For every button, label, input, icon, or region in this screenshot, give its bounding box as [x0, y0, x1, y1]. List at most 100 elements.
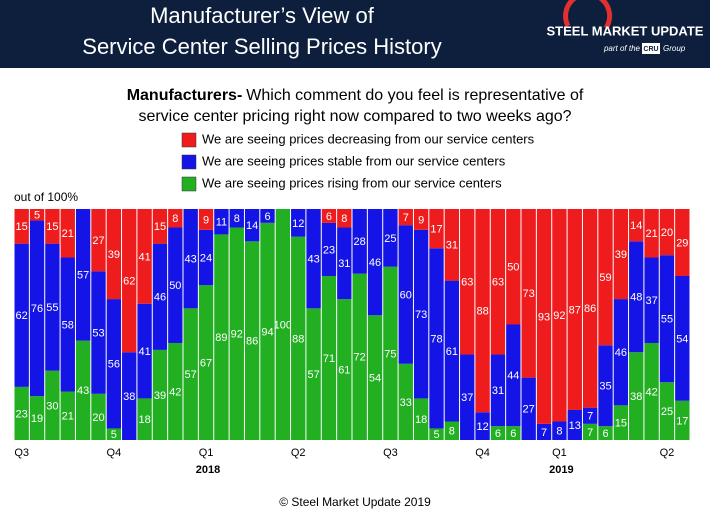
data-label: 25: [384, 233, 396, 245]
bar-segment: [444, 421, 460, 440]
bar-segment: [352, 209, 367, 274]
header-band: [0, 0, 710, 68]
data-label: 58: [62, 319, 74, 331]
data-label: 12: [292, 218, 304, 230]
data-label: 56: [108, 359, 120, 371]
y-note: out of 100%: [14, 190, 78, 204]
x-tick-label: Q2: [291, 447, 306, 459]
bar-segment: [152, 243, 168, 350]
bar-segment: [429, 209, 444, 249]
bar-segment: [306, 308, 321, 440]
data-label: 37: [461, 392, 473, 404]
data-label: 15: [16, 221, 28, 233]
bar-segment: [198, 229, 214, 286]
data-label: 7: [587, 411, 593, 423]
data-label: 7: [541, 427, 547, 439]
bar-segment: [60, 391, 75, 440]
bar-segment: [460, 354, 475, 440]
logo-group: Group: [663, 44, 686, 53]
bar-segment: [152, 209, 168, 244]
x-year-label: 2018: [196, 464, 220, 476]
bar-segment: [275, 209, 291, 440]
data-label: 62: [16, 310, 28, 322]
bar-segment: [14, 386, 29, 440]
data-label: 94: [261, 326, 273, 338]
data-label: 12: [476, 421, 488, 433]
bar-segment: [337, 299, 352, 440]
data-label: 15: [154, 221, 166, 233]
bar-segment: [29, 220, 45, 397]
bar-segment: [659, 255, 675, 383]
bar-segment: [367, 315, 383, 440]
data-label: 43: [77, 385, 89, 397]
data-label: 9: [418, 214, 424, 226]
bar-segment: [506, 426, 521, 440]
data-label: 24: [200, 252, 212, 264]
bar-segment: [29, 396, 45, 440]
bar-segment: [75, 340, 91, 440]
data-label: 7: [587, 427, 593, 439]
bar-segment: [45, 243, 60, 371]
bar-segment: [122, 352, 137, 440]
chart-title: Service Center Selling Prices History: [82, 34, 441, 59]
data-label: 92: [231, 329, 243, 341]
logo-group-mark: CRU: [643, 46, 658, 53]
bar-segment: [260, 222, 275, 440]
data-label: 71: [323, 353, 335, 365]
bar-segment: [398, 363, 413, 440]
data-label: 60: [400, 289, 412, 301]
bar-segment: [137, 303, 152, 399]
bar-segment: [521, 209, 536, 378]
bar-segment: [675, 275, 690, 401]
data-label: 46: [615, 347, 627, 359]
bar-segment: [490, 209, 506, 355]
data-label: 30: [46, 400, 58, 412]
data-label: 15: [46, 221, 58, 233]
bar-segment: [152, 349, 168, 440]
bar-segment: [367, 209, 383, 316]
data-label: 27: [523, 404, 535, 416]
data-label: 18: [138, 414, 150, 426]
data-label: 88: [292, 333, 304, 345]
data-label: 11: [216, 217, 227, 229]
bar-segment: [91, 393, 106, 440]
bar-segment: [321, 275, 337, 440]
data-label: 15: [615, 418, 627, 430]
data-label: 7: [403, 212, 409, 224]
bar-segment: [45, 370, 60, 440]
bar-segment: [91, 209, 106, 272]
x-tick-label: Q4: [475, 447, 490, 459]
bar-segment: [183, 209, 198, 309]
bar-segment: [122, 209, 137, 353]
bar-segment: [567, 409, 582, 440]
data-label: 38: [630, 391, 642, 403]
bar-segment: [629, 209, 644, 242]
data-label: 57: [185, 369, 197, 381]
data-label: 9: [203, 214, 209, 226]
bar-segment: [490, 426, 506, 440]
data-label: 23: [16, 408, 28, 420]
data-label: 93: [538, 311, 550, 323]
bar-segment: [659, 382, 675, 440]
data-label: 5: [34, 210, 40, 222]
data-label: 8: [234, 213, 240, 225]
bar-segment: [398, 209, 413, 226]
x-tick-label: Q3: [14, 447, 29, 459]
data-label: 67: [200, 358, 212, 370]
bar-segment: [291, 236, 306, 440]
question-line: service center pricing right now compare…: [138, 108, 571, 125]
data-label: 86: [246, 336, 258, 348]
data-label: 50: [169, 280, 181, 292]
bar-segment: [214, 234, 229, 440]
data-label: 18: [415, 414, 427, 426]
bar-segment: [198, 285, 214, 440]
data-label: 6: [264, 211, 270, 223]
bar-segment: [106, 299, 122, 429]
bar-segment: [106, 428, 122, 440]
data-label: 72: [354, 352, 366, 364]
data-label: 57: [77, 270, 89, 282]
bar-segment: [629, 352, 644, 440]
data-label: 46: [154, 292, 166, 304]
bar-segment: [168, 227, 183, 343]
